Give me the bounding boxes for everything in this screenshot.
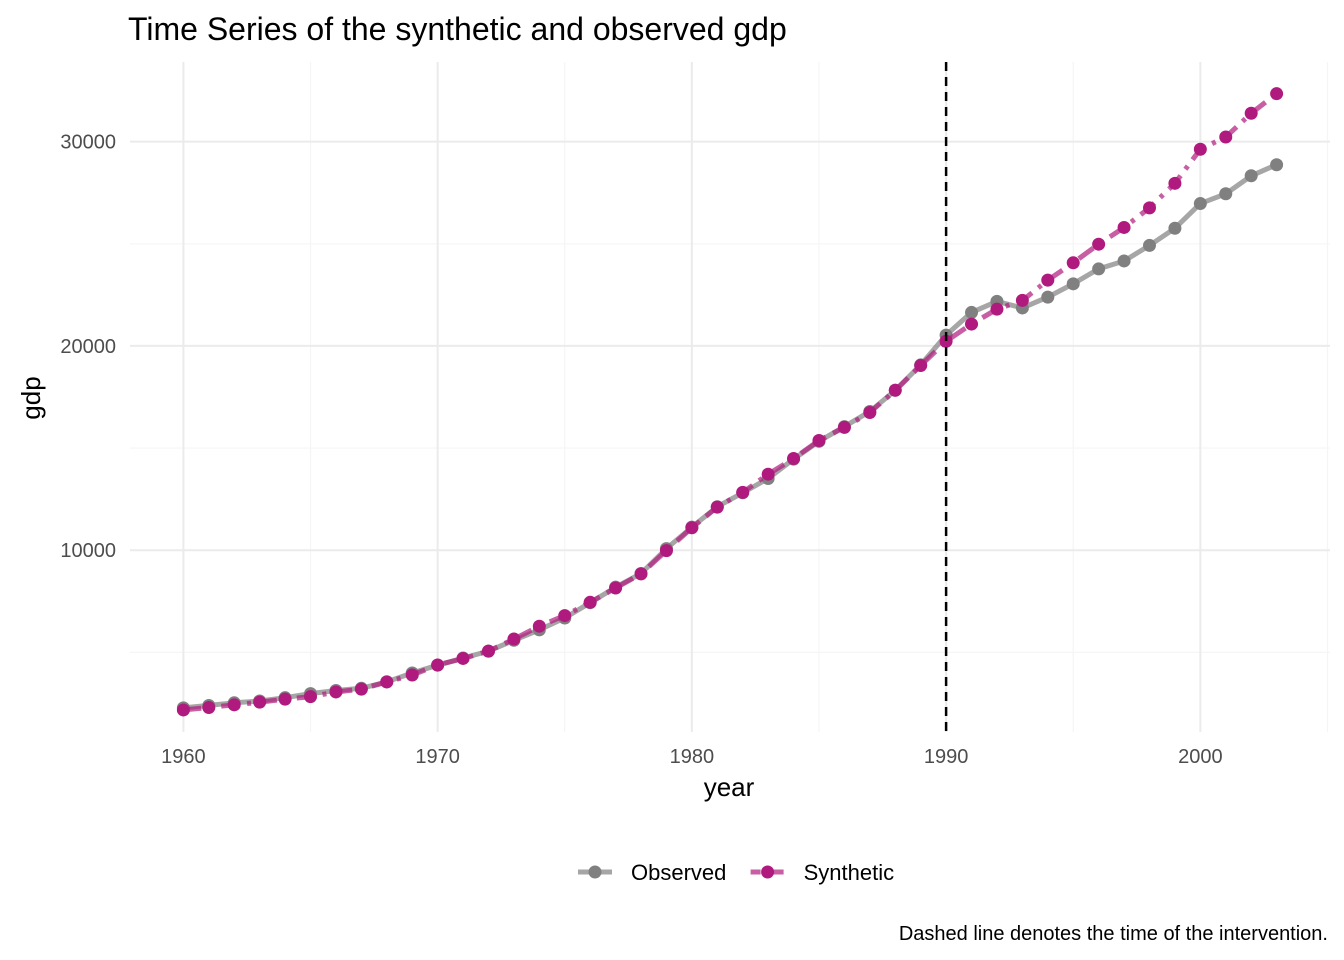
legend-marker-observed bbox=[588, 865, 602, 879]
observed-point bbox=[1041, 290, 1055, 304]
observed-point bbox=[1244, 169, 1258, 183]
x-tick-label: 2000 bbox=[1178, 746, 1223, 768]
observed-point bbox=[1193, 197, 1207, 211]
synthetic-point bbox=[990, 302, 1004, 316]
synthetic-point bbox=[1041, 273, 1055, 287]
synthetic-point bbox=[202, 700, 216, 714]
synthetic-point bbox=[685, 521, 699, 535]
x-tick-label: 1980 bbox=[670, 746, 715, 768]
y-tick-label: 30000 bbox=[60, 132, 116, 154]
synthetic-point bbox=[1270, 87, 1284, 101]
synthetic-point bbox=[558, 609, 572, 623]
synthetic-point bbox=[176, 703, 190, 717]
synthetic-point bbox=[710, 500, 724, 514]
synthetic-point bbox=[1015, 293, 1029, 307]
synthetic-point bbox=[812, 434, 826, 448]
synthetic-point bbox=[329, 685, 343, 699]
y-tick-label: 20000 bbox=[60, 336, 116, 358]
synthetic-point bbox=[304, 690, 318, 704]
y-tick-label: 10000 bbox=[60, 540, 116, 562]
synthetic-point bbox=[787, 451, 801, 465]
series-group bbox=[176, 87, 1284, 717]
synthetic-point bbox=[278, 692, 292, 706]
gridlines bbox=[130, 62, 1330, 732]
y-tick-labels: 10000 20000 30000 bbox=[60, 132, 116, 563]
synthetic-line bbox=[183, 91, 1279, 713]
synthetic-point bbox=[481, 644, 495, 658]
observed-point bbox=[1168, 221, 1182, 235]
synthetic-point bbox=[1168, 176, 1182, 190]
chart-title: Time Series of the synthetic and observe… bbox=[128, 11, 787, 47]
legend-marker-synthetic bbox=[761, 865, 775, 879]
synthetic-point bbox=[583, 595, 597, 609]
synthetic-point bbox=[939, 334, 953, 348]
synthetic-point bbox=[380, 675, 394, 689]
x-tick-label: 1970 bbox=[415, 746, 460, 768]
observed-point bbox=[1117, 254, 1131, 268]
synthetic-point bbox=[1092, 237, 1106, 251]
synthetic-point bbox=[431, 658, 445, 672]
synthetic-point bbox=[888, 383, 902, 397]
x-tick-label: 1960 bbox=[161, 746, 206, 768]
x-axis-title: year bbox=[704, 772, 755, 802]
synthetic-point bbox=[1066, 256, 1080, 270]
observed-point bbox=[965, 305, 979, 319]
observed-point bbox=[1270, 158, 1284, 172]
observed-line bbox=[183, 162, 1278, 711]
legend-label-synthetic: Synthetic bbox=[804, 860, 895, 885]
observed-point bbox=[1142, 238, 1156, 252]
synthetic-point bbox=[456, 651, 470, 665]
synthetic-point bbox=[405, 668, 419, 682]
synthetic-point bbox=[354, 682, 368, 696]
synthetic-point bbox=[1142, 201, 1156, 215]
synthetic-point bbox=[1117, 220, 1131, 234]
synthetic-point bbox=[1193, 142, 1207, 156]
synthetic-point bbox=[1219, 130, 1233, 144]
chart-caption: Dashed line denotes the time of the inte… bbox=[899, 923, 1328, 945]
synthetic-point bbox=[659, 544, 673, 558]
synthetic-point bbox=[761, 467, 775, 481]
synthetic-point bbox=[609, 581, 623, 595]
synthetic-point bbox=[1244, 106, 1258, 120]
synthetic-point bbox=[736, 485, 750, 499]
synthetic-point bbox=[965, 317, 979, 331]
synthetic-point bbox=[914, 359, 928, 373]
legend-label-observed: Observed bbox=[631, 860, 726, 885]
synthetic-point bbox=[863, 406, 877, 420]
observed-point bbox=[1092, 262, 1106, 276]
y-axis-title: gdp bbox=[16, 376, 46, 419]
synthetic-point bbox=[532, 619, 546, 633]
legend: Observed Synthetic bbox=[578, 860, 894, 885]
synthetic-point bbox=[227, 698, 241, 712]
x-tick-label: 1990 bbox=[924, 746, 969, 768]
synthetic-point bbox=[253, 695, 267, 709]
synthetic-point bbox=[634, 567, 648, 581]
observed-point bbox=[1219, 187, 1233, 201]
synthetic-point bbox=[507, 632, 521, 646]
x-tick-labels: 1960 1970 1980 1990 2000 bbox=[161, 746, 1222, 768]
observed-point bbox=[1066, 277, 1080, 291]
synthetic-point bbox=[837, 420, 851, 434]
